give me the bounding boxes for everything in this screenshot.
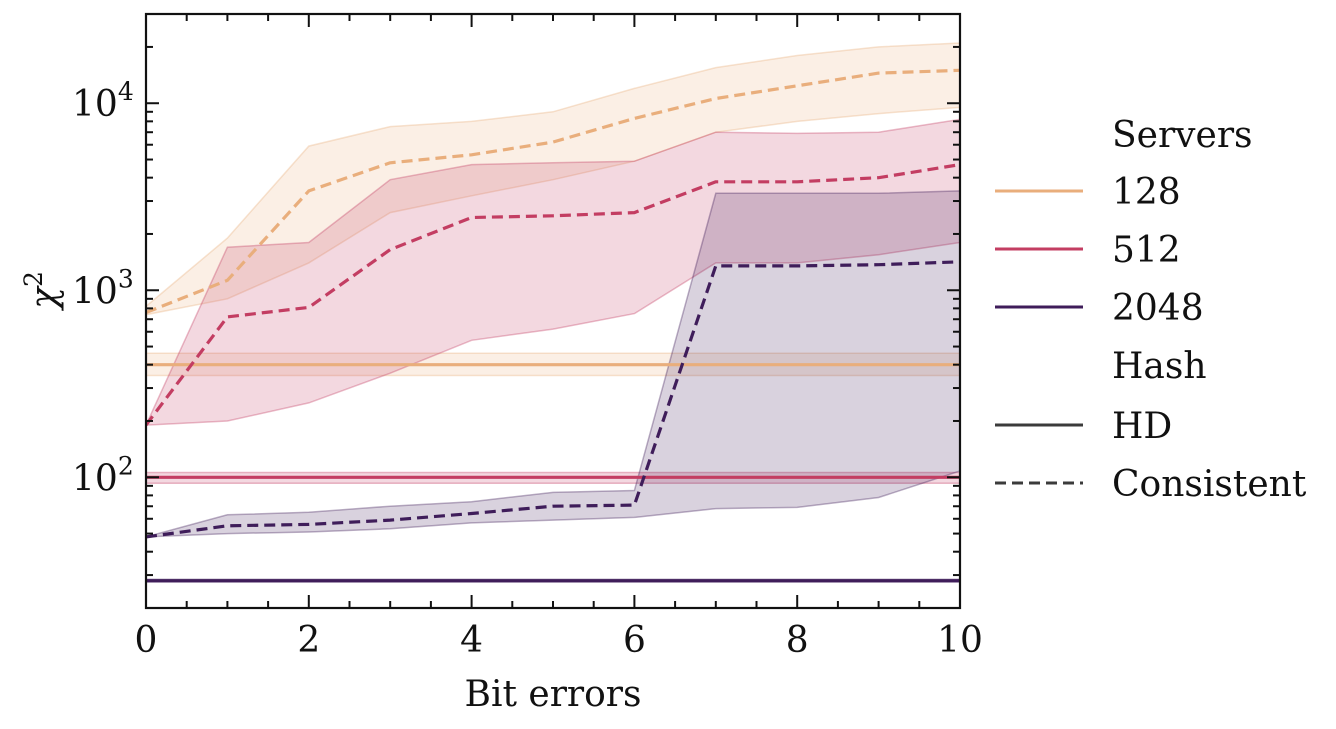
legend: Servers 128 512 2048 Hash HD Consistent — [995, 115, 1307, 505]
series-2048-consistent-line — [146, 260, 960, 539]
y-tick-exponent: 3 — [118, 264, 134, 293]
legend-label-128: 128 — [1112, 172, 1181, 213]
y-tick-label: 102 — [72, 451, 134, 499]
y-tick-base: 10 — [72, 84, 118, 125]
y-axis-label: χ2 — [19, 271, 65, 312]
y-tick-label: 104 — [72, 77, 134, 125]
legend-label-512: 512 — [1112, 230, 1181, 271]
legend-label-hd: HD — [1112, 406, 1172, 447]
plot-frame — [144, 12, 962, 610]
y-axis-exponent: 2 — [19, 271, 48, 287]
x-tick-label: 8 — [786, 620, 809, 661]
x-tick-label: 0 — [135, 620, 158, 661]
series-lines — [146, 68, 960, 583]
y-tick-label: 103 — [72, 264, 134, 312]
series-128-consistent-line — [146, 68, 960, 314]
x-axis-label: Bit errors — [465, 674, 642, 715]
y-tick-base: 10 — [72, 271, 118, 312]
legend-label-consistent: Consistent — [1112, 464, 1307, 505]
x-tick-label: 2 — [297, 620, 320, 661]
x-tick-labels: 0 2 4 6 8 10 — [135, 620, 983, 661]
series-128-consistent-band — [146, 42, 960, 316]
x-tick-label: 6 — [623, 620, 646, 661]
legend-label-2048: 2048 — [1112, 288, 1204, 329]
y-tick-base: 10 — [72, 458, 118, 499]
x-tick-label: 4 — [460, 620, 483, 661]
series-2048-consistent-band — [146, 190, 960, 538]
legend-title-servers: Servers — [1112, 115, 1253, 156]
y-tick-exponent: 2 — [118, 451, 134, 480]
series-512-consistent-band — [146, 118, 960, 426]
series-512-consistent-line — [146, 163, 960, 427]
legend-title-hash: Hash — [1112, 346, 1207, 387]
y-axis-symbol: χ — [24, 285, 65, 312]
x-tick-label: 10 — [937, 620, 983, 661]
y-tick-exponent: 4 — [118, 77, 134, 106]
